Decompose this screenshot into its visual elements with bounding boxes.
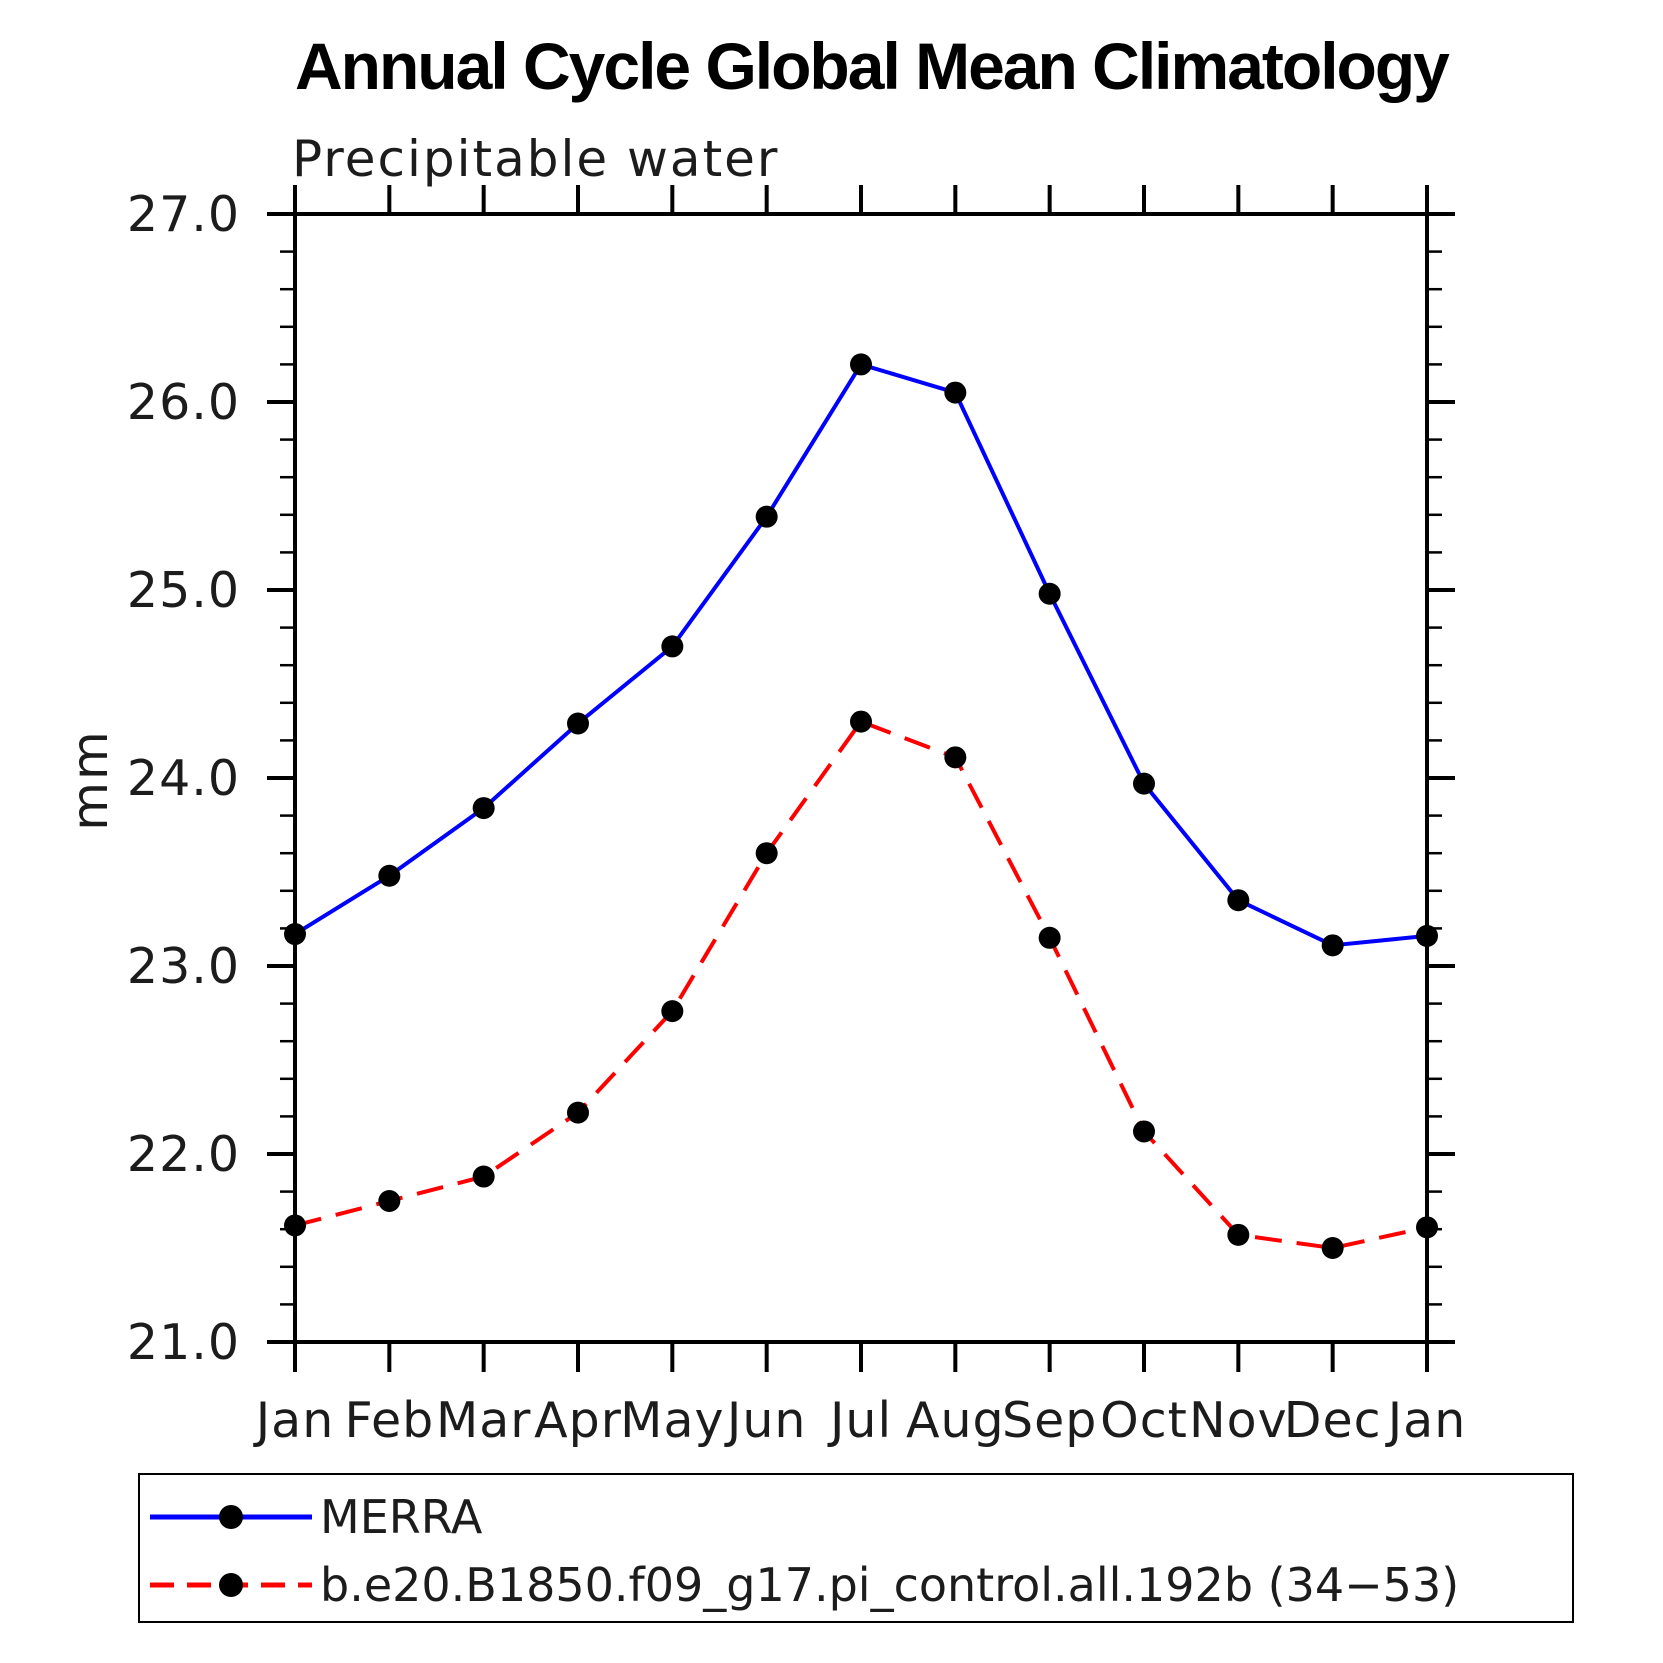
data-point-marker	[1321, 934, 1344, 957]
data-point-marker	[944, 746, 967, 769]
y-tick-label: 23.0	[127, 938, 240, 995]
legend-line-sample-solid	[150, 1505, 312, 1529]
data-point-marker	[1321, 1237, 1344, 1259]
data-point-marker	[1416, 924, 1438, 947]
data-point-marker	[1133, 772, 1155, 795]
data-point-marker	[472, 1165, 495, 1188]
data-point-marker	[755, 842, 778, 865]
x-tick-label: Oct	[1100, 1392, 1188, 1449]
data-point-marker	[755, 505, 778, 528]
legend: MERRA b.e20.B1850.f09_g17.pi_control.all…	[138, 1473, 1574, 1623]
data-point-marker	[1038, 582, 1061, 605]
data-point-marker	[378, 864, 401, 887]
x-tick-label: Feb	[344, 1392, 434, 1449]
x-tick-label: Apr	[534, 1392, 622, 1449]
series-line-1	[294, 719, 1428, 1250]
legend-marker-icon	[219, 1505, 243, 1529]
data-point-marker	[567, 1101, 589, 1124]
legend-line-sample-dashed	[150, 1573, 312, 1597]
legend-item-merra: MERRA	[140, 1487, 482, 1547]
x-tick-label: Jan	[1385, 1392, 1467, 1449]
x-tick-label: Mar	[436, 1392, 531, 1449]
data-point-marker	[472, 797, 495, 820]
series-line-0	[293, 362, 1428, 948]
y-tick-label: 27.0	[127, 186, 240, 243]
data-point-marker	[378, 1190, 401, 1212]
data-point-marker	[567, 712, 589, 735]
x-tick-label: Dec	[1284, 1392, 1382, 1449]
x-tick-label: Jul	[827, 1392, 892, 1449]
data-point-marker	[661, 1000, 684, 1023]
y-tick-label: 22.0	[127, 1126, 240, 1183]
data-point-marker	[284, 1214, 306, 1237]
legend-label: b.e20.B1850.f09_g17.pi_control.all.192b …	[320, 1558, 1460, 1612]
x-tick-label: May	[620, 1392, 724, 1449]
legend-label: MERRA	[320, 1490, 483, 1544]
data-point-marker	[1416, 1216, 1438, 1239]
data-point-marker	[1227, 1223, 1250, 1246]
chart-subtitle: Precipitable water	[292, 130, 780, 188]
data-point-marker	[284, 923, 306, 946]
data-point-marker	[1038, 926, 1061, 949]
data-point-marker	[1227, 889, 1250, 912]
data-point-marker	[944, 381, 967, 404]
y-tick-label: 25.0	[127, 562, 240, 619]
plot-frame	[293, 212, 1429, 1344]
data-point-marker	[1133, 1120, 1155, 1143]
x-tick-label: Jan	[253, 1392, 335, 1449]
legend-marker-icon	[219, 1573, 243, 1597]
chart-title: Annual Cycle Global Mean Climatology	[295, 29, 1450, 103]
y-tick-label: 21.0	[127, 1314, 240, 1371]
x-tick-label: Aug	[906, 1392, 1005, 1449]
data-point-marker	[850, 710, 872, 733]
data-point-marker	[850, 353, 872, 376]
y-tick-label: 26.0	[127, 374, 240, 431]
data-point-marker	[661, 635, 684, 658]
x-tick-label: Jun	[724, 1392, 807, 1449]
x-tick-label: Sep	[1002, 1392, 1097, 1449]
x-tick-label: Nov	[1189, 1392, 1288, 1449]
y-tick-label: 24.0	[127, 750, 240, 807]
legend-item-model: b.e20.B1850.f09_g17.pi_control.all.192b …	[140, 1555, 1459, 1615]
